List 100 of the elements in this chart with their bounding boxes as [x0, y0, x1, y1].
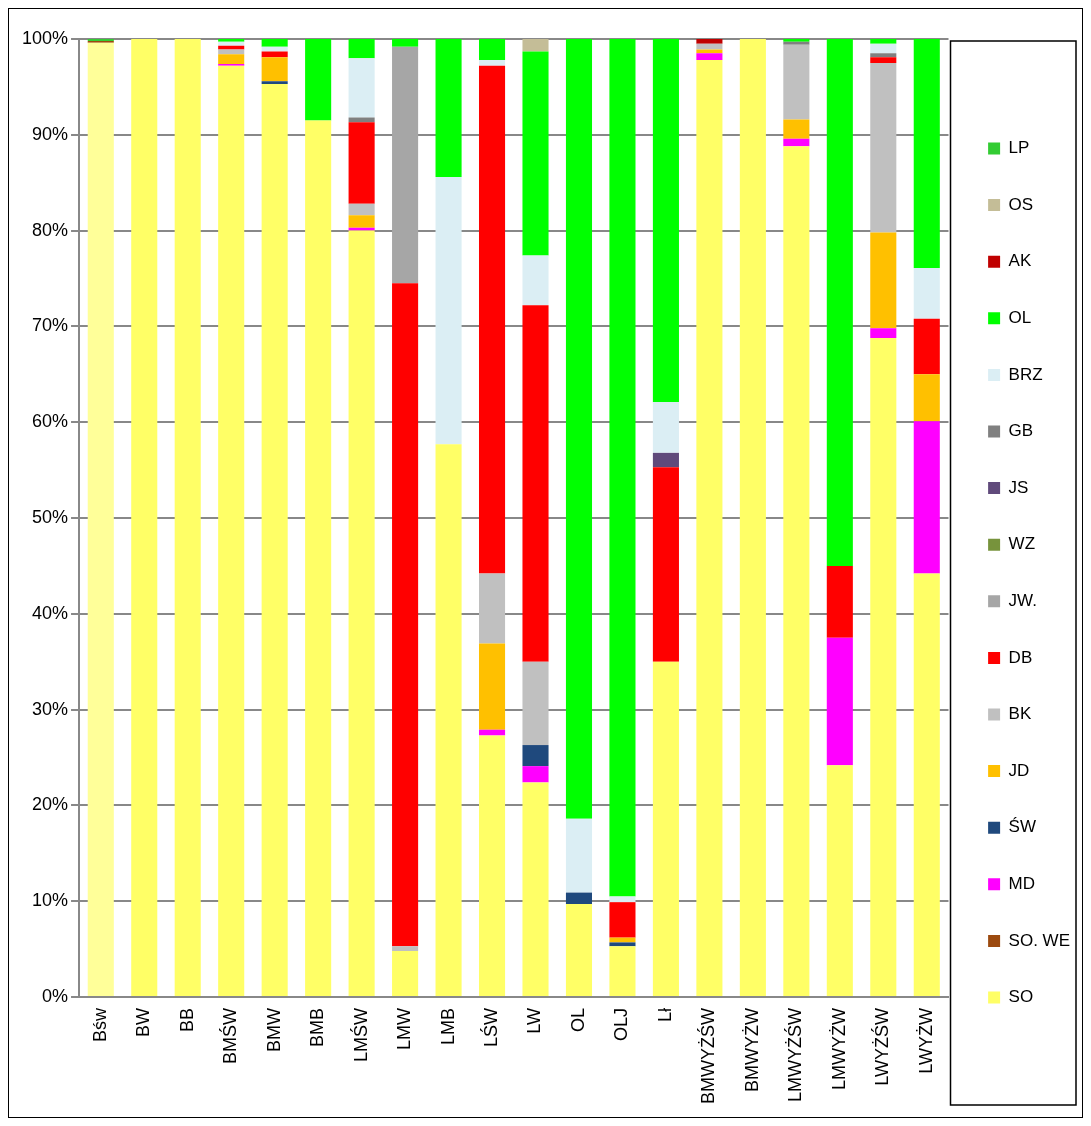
y-tick-label: 90% [32, 123, 69, 144]
y-tick-label: 60% [32, 411, 69, 432]
bar [348, 215, 375, 228]
x-tick-label: BW [133, 1008, 154, 1038]
bar [652, 402, 679, 453]
legend-label: BRZ [1008, 364, 1043, 384]
bar [913, 573, 940, 997]
y-tick-label: 0% [42, 985, 69, 1006]
bar [565, 904, 593, 997]
x-tick-label: LW [524, 1008, 545, 1034]
bar [870, 232, 897, 329]
x-tick-label: LMWYŻW [828, 1008, 849, 1090]
bar [565, 818, 593, 893]
x-tick-label: OLJ [611, 1008, 632, 1042]
bar [826, 765, 853, 997]
legend-label: LP [1008, 138, 1030, 158]
bar [261, 51, 288, 58]
bar [783, 146, 810, 997]
x-tick-label: BMWYŻW [741, 1008, 762, 1092]
x-tick-label: BMB [307, 1008, 328, 1048]
bar [522, 766, 549, 783]
bar [392, 946, 419, 952]
bar [783, 138, 810, 147]
legend-label: AK [1008, 251, 1032, 271]
bar [522, 255, 549, 306]
legend-label: DB [1008, 647, 1033, 667]
legend-label: OL [1008, 307, 1032, 327]
bar [348, 58, 375, 118]
bar [826, 39, 853, 566]
y-tick-label: 40% [32, 602, 69, 623]
bar [522, 39, 549, 52]
bar [218, 65, 245, 997]
bar [870, 39, 897, 44]
bar [261, 84, 288, 997]
x-tick-label: Lł [654, 1008, 675, 1023]
bar [348, 227, 375, 231]
x-tick-label: LMWYŻŚW [784, 1008, 806, 1103]
bar [348, 203, 375, 216]
bar [392, 46, 419, 284]
bar [218, 54, 245, 64]
y-tick-label: 50% [32, 506, 69, 527]
x-tick-label: Bśw [89, 1007, 110, 1043]
bar [913, 39, 940, 268]
bar [913, 267, 940, 319]
bar [131, 39, 158, 997]
bar [652, 452, 679, 468]
bar [652, 467, 679, 662]
x-tick-label: LMW [394, 1008, 415, 1051]
bar [609, 902, 636, 938]
y-tick-label: 80% [32, 219, 69, 240]
x-tick-label: LMB [437, 1008, 458, 1046]
bar [478, 65, 506, 574]
legend-label: JS [1008, 477, 1029, 497]
bar [870, 57, 897, 63]
bar [392, 39, 419, 47]
bar [435, 444, 462, 997]
bar [913, 374, 940, 422]
legend-label: SO [1008, 987, 1034, 1007]
bar [392, 951, 419, 997]
x-tick-label: BMŚW [219, 1008, 241, 1065]
bar [87, 42, 114, 997]
y-tick-label: 20% [32, 794, 69, 815]
bar [696, 53, 723, 61]
x-tick-label: BMWYŻŚW [697, 1008, 719, 1105]
bar [522, 51, 549, 256]
bar [305, 120, 332, 997]
bar [826, 565, 853, 638]
y-tick-label: 10% [32, 890, 69, 911]
bar [783, 44, 810, 120]
bar [478, 573, 506, 644]
bar [913, 318, 940, 375]
legend-label: JW. [1008, 590, 1037, 610]
bar [609, 942, 636, 947]
legend-label: BK [1008, 704, 1032, 724]
bar [870, 328, 897, 338]
y-tick-label: 30% [32, 698, 69, 719]
bar [870, 43, 897, 54]
bar [609, 946, 636, 997]
bar [696, 43, 723, 50]
bar [696, 39, 723, 44]
legend-label: OS [1008, 194, 1034, 214]
bar [261, 81, 288, 85]
bar [261, 57, 288, 82]
bar [783, 119, 810, 139]
legend-label: SO. WE [1008, 930, 1071, 950]
y-tick-label: 100% [21, 27, 69, 48]
x-tick-label: OL [567, 1008, 588, 1033]
bar [348, 230, 375, 997]
bar [478, 735, 506, 997]
x-tick-label: LŚW [480, 1008, 501, 1048]
bar [174, 39, 201, 997]
bar [218, 45, 245, 50]
bar [522, 661, 549, 746]
legend-label: WZ [1008, 534, 1036, 554]
bar [348, 39, 375, 59]
bar [522, 305, 549, 662]
bar [870, 62, 897, 233]
x-tick-label: LMŚW [349, 1008, 371, 1063]
bar [826, 637, 853, 766]
bar [913, 421, 940, 574]
